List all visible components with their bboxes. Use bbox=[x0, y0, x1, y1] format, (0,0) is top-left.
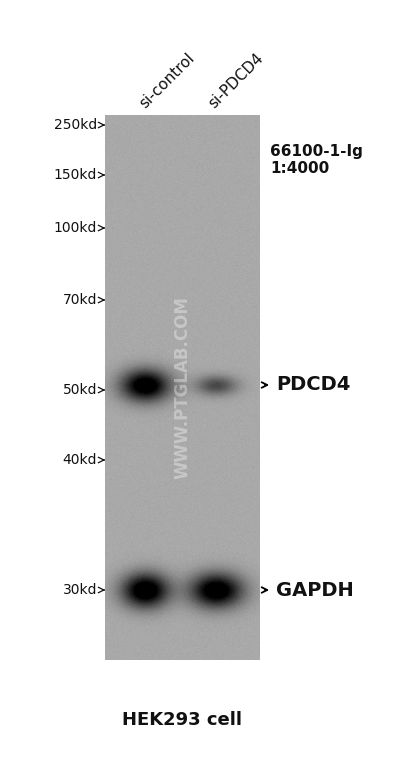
Text: si-control: si-control bbox=[136, 50, 197, 111]
Text: 250kd: 250kd bbox=[54, 118, 97, 132]
Text: GAPDH: GAPDH bbox=[276, 581, 354, 600]
Text: 70kd: 70kd bbox=[62, 293, 97, 307]
Text: PDCD4: PDCD4 bbox=[276, 375, 350, 394]
Text: 30kd: 30kd bbox=[62, 583, 97, 597]
Text: si-PDCD4: si-PDCD4 bbox=[206, 51, 267, 111]
Text: 50kd: 50kd bbox=[62, 383, 97, 397]
Text: 40kd: 40kd bbox=[62, 453, 97, 467]
Text: WWW.PTGLAB.COM: WWW.PTGLAB.COM bbox=[174, 296, 192, 479]
Text: 66100-1-Ig
1:4000: 66100-1-Ig 1:4000 bbox=[270, 144, 363, 176]
Text: 150kd: 150kd bbox=[54, 168, 97, 182]
Text: HEK293 cell: HEK293 cell bbox=[122, 711, 242, 729]
Text: 100kd: 100kd bbox=[54, 221, 97, 235]
